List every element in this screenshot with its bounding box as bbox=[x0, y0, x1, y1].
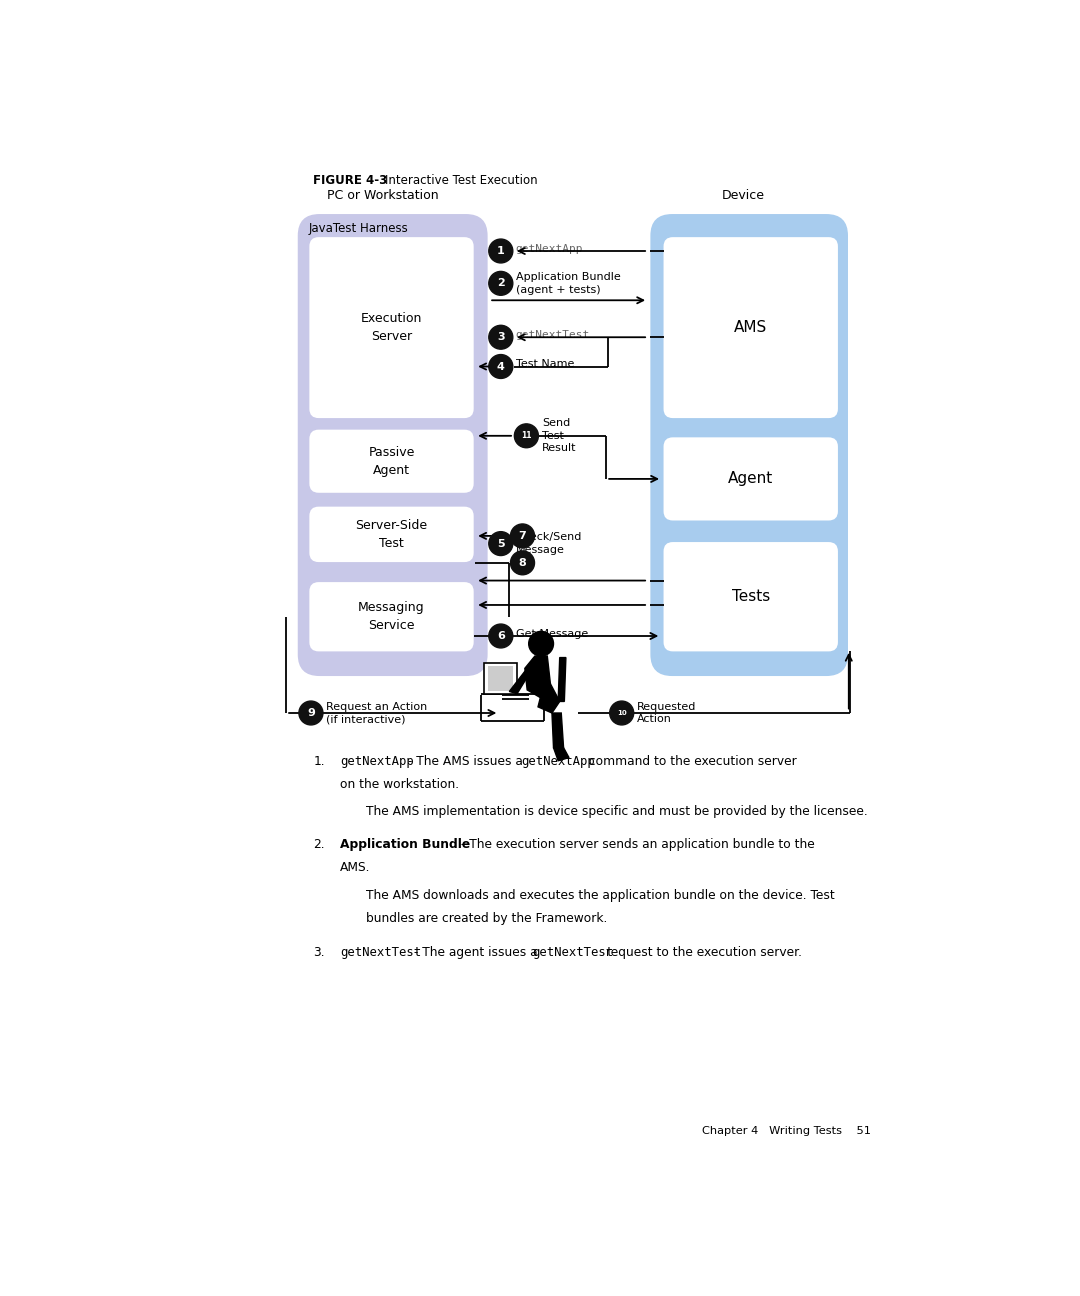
Polygon shape bbox=[488, 666, 513, 691]
Text: 1: 1 bbox=[497, 246, 504, 257]
Circle shape bbox=[529, 631, 553, 656]
Polygon shape bbox=[554, 748, 569, 761]
FancyBboxPatch shape bbox=[309, 507, 474, 562]
Text: - The AMS issues a: - The AMS issues a bbox=[404, 754, 527, 767]
Polygon shape bbox=[484, 664, 517, 693]
FancyBboxPatch shape bbox=[298, 214, 488, 677]
Circle shape bbox=[489, 625, 513, 648]
Circle shape bbox=[511, 524, 535, 548]
Circle shape bbox=[511, 551, 535, 575]
Polygon shape bbox=[510, 669, 532, 693]
Text: Chapter 4   Writing Tests    51: Chapter 4 Writing Tests 51 bbox=[702, 1126, 872, 1137]
Text: command to the execution server: command to the execution server bbox=[585, 754, 797, 767]
Text: getNextTest: getNextTest bbox=[340, 946, 421, 959]
Text: Request an Action
(if interactive): Request an Action (if interactive) bbox=[326, 702, 428, 724]
Text: Interactive Test Execution: Interactive Test Execution bbox=[384, 174, 537, 187]
Text: 3: 3 bbox=[497, 332, 504, 342]
Polygon shape bbox=[538, 684, 559, 713]
Circle shape bbox=[610, 701, 634, 724]
Text: Check/Send
Message: Check/Send Message bbox=[515, 533, 582, 555]
Text: Server-Side
Test: Server-Side Test bbox=[355, 518, 428, 550]
Text: on the workstation.: on the workstation. bbox=[340, 778, 459, 791]
Text: Application Bundle
(agent + tests): Application Bundle (agent + tests) bbox=[515, 272, 620, 294]
Text: bundles are created by the Framework.: bundles are created by the Framework. bbox=[366, 911, 607, 924]
Text: 6: 6 bbox=[497, 631, 504, 642]
Text: Execution
Server: Execution Server bbox=[361, 312, 422, 343]
Circle shape bbox=[489, 355, 513, 378]
Text: 4: 4 bbox=[497, 362, 504, 372]
Text: - The agent issues a: - The agent issues a bbox=[410, 946, 542, 959]
Text: 1.: 1. bbox=[313, 754, 325, 767]
Circle shape bbox=[514, 424, 539, 447]
Text: - The execution server sends an application bundle to the: - The execution server sends an applicat… bbox=[457, 837, 814, 850]
Text: getNextApp: getNextApp bbox=[522, 754, 595, 767]
FancyBboxPatch shape bbox=[663, 237, 838, 419]
Text: The AMS downloads and executes the application bundle on the device. Test: The AMS downloads and executes the appli… bbox=[366, 889, 835, 902]
Text: getNextTest: getNextTest bbox=[515, 330, 590, 340]
Text: Agent: Agent bbox=[728, 472, 773, 486]
Text: Requested
Action: Requested Action bbox=[637, 702, 697, 724]
Text: Messaging
Service: Messaging Service bbox=[359, 601, 424, 632]
Text: Test Name: Test Name bbox=[515, 359, 573, 369]
Text: JavaTest Harness: JavaTest Harness bbox=[309, 222, 408, 235]
Polygon shape bbox=[552, 713, 564, 748]
Text: getNextTest: getNextTest bbox=[532, 946, 613, 959]
Text: FIGURE 4-3: FIGURE 4-3 bbox=[313, 174, 388, 187]
Text: AMS.: AMS. bbox=[340, 861, 370, 874]
Circle shape bbox=[489, 325, 513, 349]
Text: Device: Device bbox=[721, 189, 765, 202]
Polygon shape bbox=[525, 656, 551, 697]
Text: 11: 11 bbox=[522, 432, 531, 441]
Circle shape bbox=[489, 271, 513, 295]
Text: The AMS implementation is device specific and must be provided by the licensee.: The AMS implementation is device specifi… bbox=[366, 805, 867, 818]
Text: request to the execution server.: request to the execution server. bbox=[603, 946, 802, 959]
Text: 2.: 2. bbox=[313, 837, 325, 850]
FancyBboxPatch shape bbox=[650, 214, 848, 677]
Text: Get Message: Get Message bbox=[515, 629, 588, 639]
Text: getNextApp: getNextApp bbox=[340, 754, 414, 767]
FancyBboxPatch shape bbox=[309, 237, 474, 419]
Circle shape bbox=[489, 531, 513, 556]
FancyBboxPatch shape bbox=[309, 582, 474, 652]
Text: getNextApp: getNextApp bbox=[515, 244, 583, 254]
Text: 3.: 3. bbox=[313, 946, 325, 959]
Text: 2: 2 bbox=[497, 279, 504, 288]
Text: 10: 10 bbox=[617, 710, 626, 715]
Text: 7: 7 bbox=[518, 531, 526, 540]
Circle shape bbox=[299, 701, 323, 724]
FancyBboxPatch shape bbox=[663, 437, 838, 521]
Circle shape bbox=[489, 238, 513, 263]
FancyBboxPatch shape bbox=[663, 542, 838, 652]
Text: 5: 5 bbox=[497, 539, 504, 548]
Polygon shape bbox=[558, 657, 566, 701]
FancyBboxPatch shape bbox=[309, 430, 474, 492]
Text: Send
Test
Result: Send Test Result bbox=[542, 419, 577, 454]
Text: Application Bundle: Application Bundle bbox=[340, 837, 471, 850]
Text: PC or Workstation: PC or Workstation bbox=[327, 189, 438, 202]
Text: AMS: AMS bbox=[734, 320, 768, 336]
Text: Passive
Agent: Passive Agent bbox=[368, 446, 415, 477]
Text: 9: 9 bbox=[307, 708, 315, 718]
Text: 8: 8 bbox=[518, 557, 526, 568]
Text: Tests: Tests bbox=[731, 590, 770, 604]
